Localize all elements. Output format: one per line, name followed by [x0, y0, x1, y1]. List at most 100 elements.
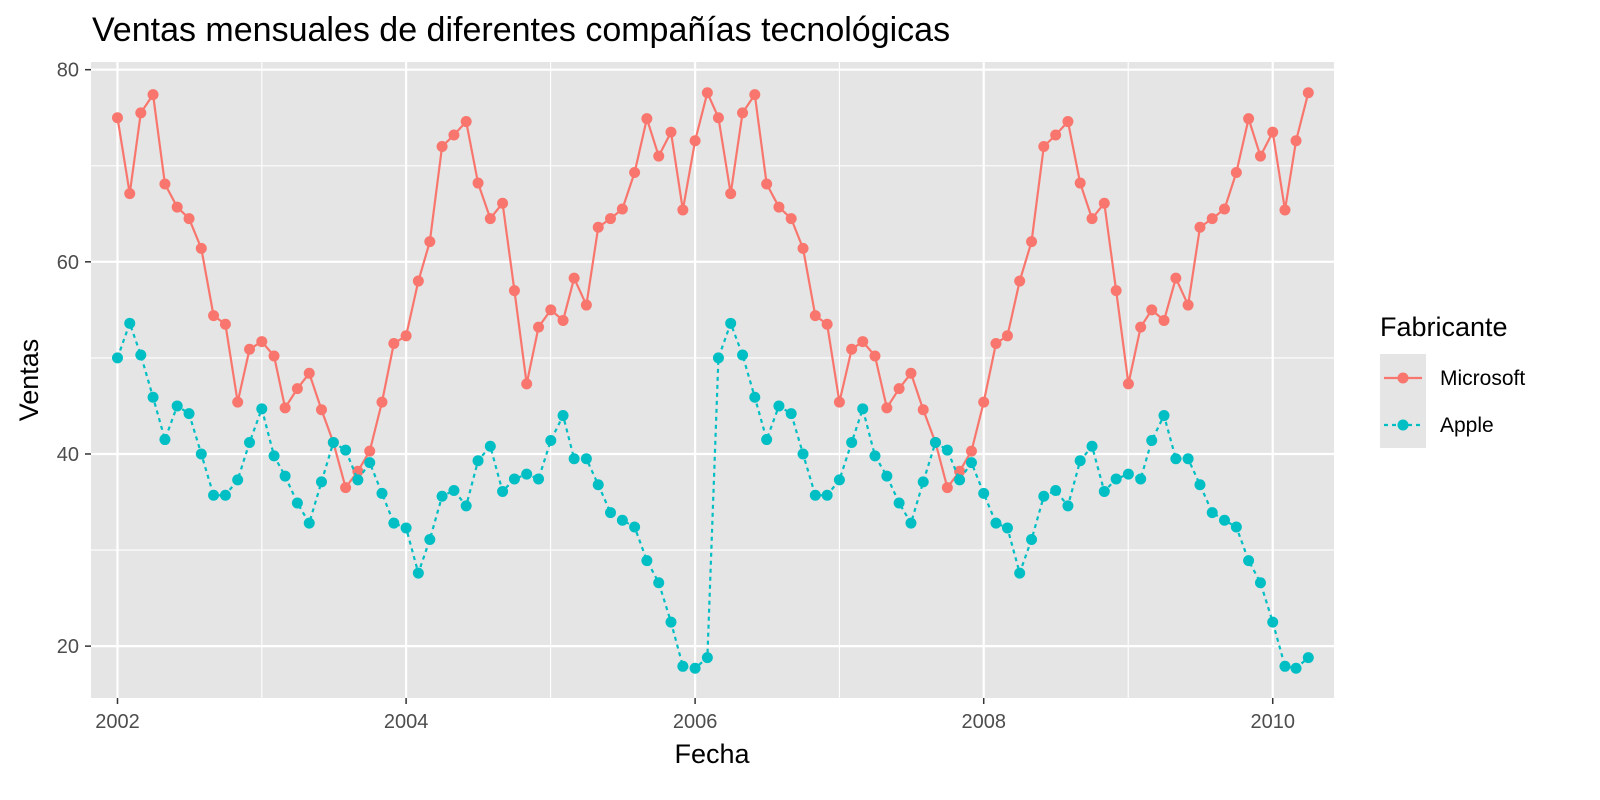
- data-point-apple: [869, 450, 881, 462]
- data-point-apple: [1170, 453, 1182, 465]
- data-point-microsoft: [388, 337, 400, 349]
- data-point-apple: [749, 391, 761, 403]
- data-point-microsoft: [737, 107, 749, 119]
- data-point-apple: [1146, 435, 1158, 447]
- data-point-microsoft: [303, 367, 315, 379]
- data-point-microsoft: [1050, 129, 1062, 141]
- data-point-apple: [232, 474, 244, 486]
- data-point-microsoft: [183, 213, 195, 225]
- data-point-apple: [508, 473, 520, 485]
- data-point-microsoft: [978, 396, 990, 408]
- data-point-apple: [244, 436, 256, 448]
- data-point-apple: [352, 474, 364, 486]
- data-point-apple: [809, 489, 821, 501]
- data-point-microsoft: [1135, 321, 1147, 333]
- y-tick-label: 40: [57, 444, 79, 466]
- data-point-microsoft: [412, 275, 424, 287]
- x-tick-label: 2006: [673, 711, 718, 733]
- data-point-apple: [1110, 473, 1122, 485]
- data-point-apple: [111, 352, 123, 364]
- data-point-apple: [279, 470, 291, 482]
- data-point-microsoft: [785, 213, 797, 225]
- data-point-microsoft: [256, 336, 268, 348]
- data-point-microsoft: [232, 396, 244, 408]
- legend: Fabricante Microsoft Apple: [1380, 312, 1525, 448]
- data-point-microsoft: [893, 383, 905, 395]
- x-tick-label: 2008: [961, 711, 1006, 733]
- data-point-apple: [412, 567, 424, 579]
- data-point-apple: [124, 317, 136, 329]
- data-point-microsoft: [1267, 126, 1279, 138]
- data-point-microsoft: [376, 396, 388, 408]
- minor-gridlines: [91, 62, 1334, 698]
- data-point-microsoft: [616, 203, 628, 215]
- legend-label-apple: Apple: [1440, 414, 1494, 437]
- data-point-apple: [941, 444, 953, 456]
- data-point-apple: [893, 497, 905, 509]
- data-point-apple: [557, 410, 569, 422]
- data-point-microsoft: [857, 336, 869, 348]
- data-point-microsoft: [1038, 141, 1050, 153]
- data-point-microsoft: [448, 129, 460, 141]
- data-point-microsoft: [1026, 236, 1038, 248]
- data-point-apple: [159, 434, 171, 446]
- data-point-apple: [965, 457, 977, 469]
- data-point-apple: [364, 457, 376, 469]
- data-point-apple: [1001, 522, 1013, 534]
- data-point-microsoft: [460, 116, 472, 128]
- data-point-microsoft: [1098, 197, 1110, 209]
- series-apple: [111, 317, 1314, 674]
- data-point-microsoft: [1290, 135, 1302, 147]
- data-point-microsoft: [268, 350, 280, 362]
- data-point-microsoft: [484, 213, 496, 225]
- data-point-microsoft: [159, 178, 171, 190]
- data-point-apple: [712, 352, 724, 364]
- legend-title: Fabricante: [1380, 312, 1508, 342]
- data-point-microsoft: [869, 350, 881, 362]
- data-point-microsoft: [1182, 299, 1194, 311]
- data-point-apple: [833, 474, 845, 486]
- data-point-apple: [376, 487, 388, 499]
- series-layer: [111, 87, 1314, 674]
- data-point-apple: [821, 489, 833, 501]
- data-point-apple: [725, 317, 737, 329]
- data-point-apple: [1122, 468, 1134, 480]
- data-point-microsoft: [629, 166, 641, 178]
- data-point-microsoft: [1074, 177, 1086, 189]
- data-point-microsoft: [557, 314, 569, 326]
- data-point-microsoft: [712, 112, 724, 124]
- chart-title: Ventas mensuales de diferentes compañías…: [92, 11, 950, 49]
- data-point-apple: [472, 455, 484, 467]
- data-point-microsoft: [135, 107, 147, 119]
- data-point-microsoft: [1254, 150, 1266, 162]
- legend-marker-apple: [1397, 419, 1409, 431]
- data-point-microsoft: [1194, 221, 1206, 233]
- data-point-apple: [1194, 479, 1206, 491]
- data-point-apple: [1279, 660, 1291, 672]
- data-point-apple: [1074, 455, 1086, 467]
- data-point-apple: [978, 487, 990, 499]
- plot-panel: [91, 62, 1334, 698]
- data-point-microsoft: [1243, 113, 1255, 125]
- data-point-apple: [183, 408, 195, 420]
- data-point-apple: [147, 391, 159, 403]
- x-tick-label: 2010: [1250, 711, 1295, 733]
- data-point-apple: [917, 476, 929, 488]
- data-point-microsoft: [905, 367, 917, 379]
- data-point-microsoft: [749, 89, 761, 101]
- data-point-microsoft: [1218, 203, 1230, 215]
- data-point-apple: [484, 440, 496, 452]
- legend-key-background: [1380, 354, 1426, 448]
- data-point-apple: [545, 435, 557, 447]
- data-point-apple: [315, 476, 327, 488]
- y-axis-title: Ventas: [14, 339, 44, 422]
- data-point-apple: [195, 448, 207, 460]
- data-point-apple: [689, 662, 701, 674]
- data-point-microsoft: [219, 318, 231, 330]
- data-point-microsoft: [291, 383, 303, 395]
- data-point-microsoft: [521, 378, 533, 390]
- data-point-microsoft: [653, 150, 665, 162]
- data-point-apple: [797, 448, 809, 460]
- data-point-apple: [1026, 533, 1038, 545]
- data-point-microsoft: [424, 236, 436, 248]
